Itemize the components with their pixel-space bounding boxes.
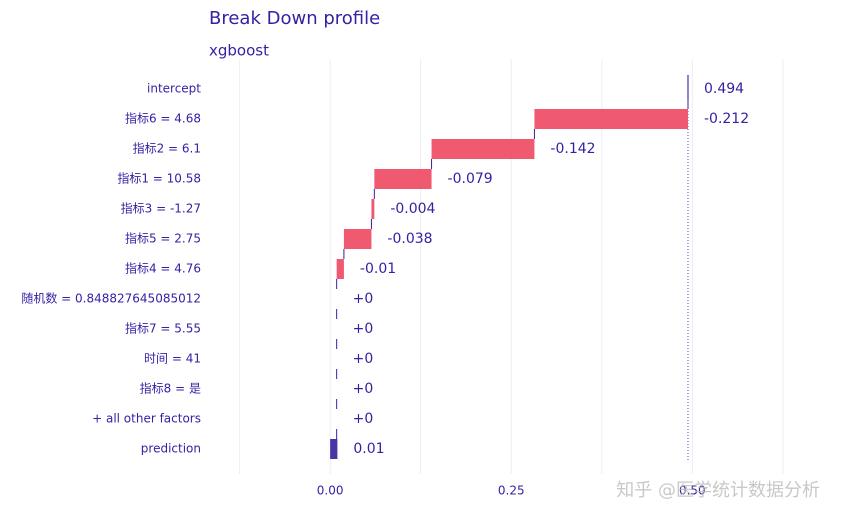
- bar: [336, 259, 344, 279]
- category-label: 指标1 = 10.58: [117, 171, 201, 186]
- bar: [534, 109, 688, 129]
- value-label: -0.004: [390, 201, 435, 217]
- category-label: 指标2 = 6.1: [133, 141, 201, 156]
- value-label: -0.079: [448, 171, 493, 187]
- chart-title: Break Down profile: [209, 8, 380, 29]
- category-label: intercept: [147, 82, 201, 96]
- x-tick-label: 0.00: [317, 484, 344, 498]
- category-label: 随机数 = 0.848827645085012: [21, 291, 201, 306]
- x-tick-label: 0.25: [498, 484, 525, 498]
- category-label: 指标8 = 是: [140, 381, 201, 396]
- value-label: -0.01: [360, 261, 396, 277]
- grid: [239, 59, 784, 474]
- plot: 0.00 0.25 0.50 intercept 0.494 指标6 = 4.68 -0.2…: [21, 75, 749, 498]
- bar: [431, 139, 535, 159]
- value-label: -0.142: [550, 141, 595, 157]
- category-label: 指标5 = 2.75: [125, 231, 201, 246]
- bar: [343, 229, 372, 249]
- value-label: +0: [353, 411, 374, 427]
- category-label: + all other factors: [92, 412, 201, 426]
- value-label: -0.212: [704, 111, 749, 127]
- value-label: 0.494: [704, 81, 744, 97]
- category-label: 指标7 = 5.55: [125, 321, 201, 336]
- category-label: 指标4 = 4.76: [125, 261, 201, 276]
- value-label: 0.01: [353, 441, 384, 457]
- value-label: -0.038: [387, 231, 432, 247]
- category-label: prediction: [141, 442, 201, 456]
- value-label: +0: [353, 381, 374, 397]
- category-label: 指标6 = 4.68: [125, 111, 201, 126]
- bar: [374, 169, 432, 189]
- watermark: 知乎 @医学统计数据分析: [616, 480, 820, 501]
- chart-subtitle: xgboost: [209, 42, 269, 60]
- category-label: 时间 = 41: [144, 352, 201, 366]
- bar: [371, 199, 375, 219]
- x-tick-label: 0.50: [679, 484, 706, 498]
- value-label: +0: [353, 351, 374, 367]
- category-label: 指标3 = -1.27: [121, 201, 201, 216]
- value-label: +0: [353, 291, 374, 307]
- value-label: +0: [353, 321, 374, 337]
- bar: [330, 439, 338, 459]
